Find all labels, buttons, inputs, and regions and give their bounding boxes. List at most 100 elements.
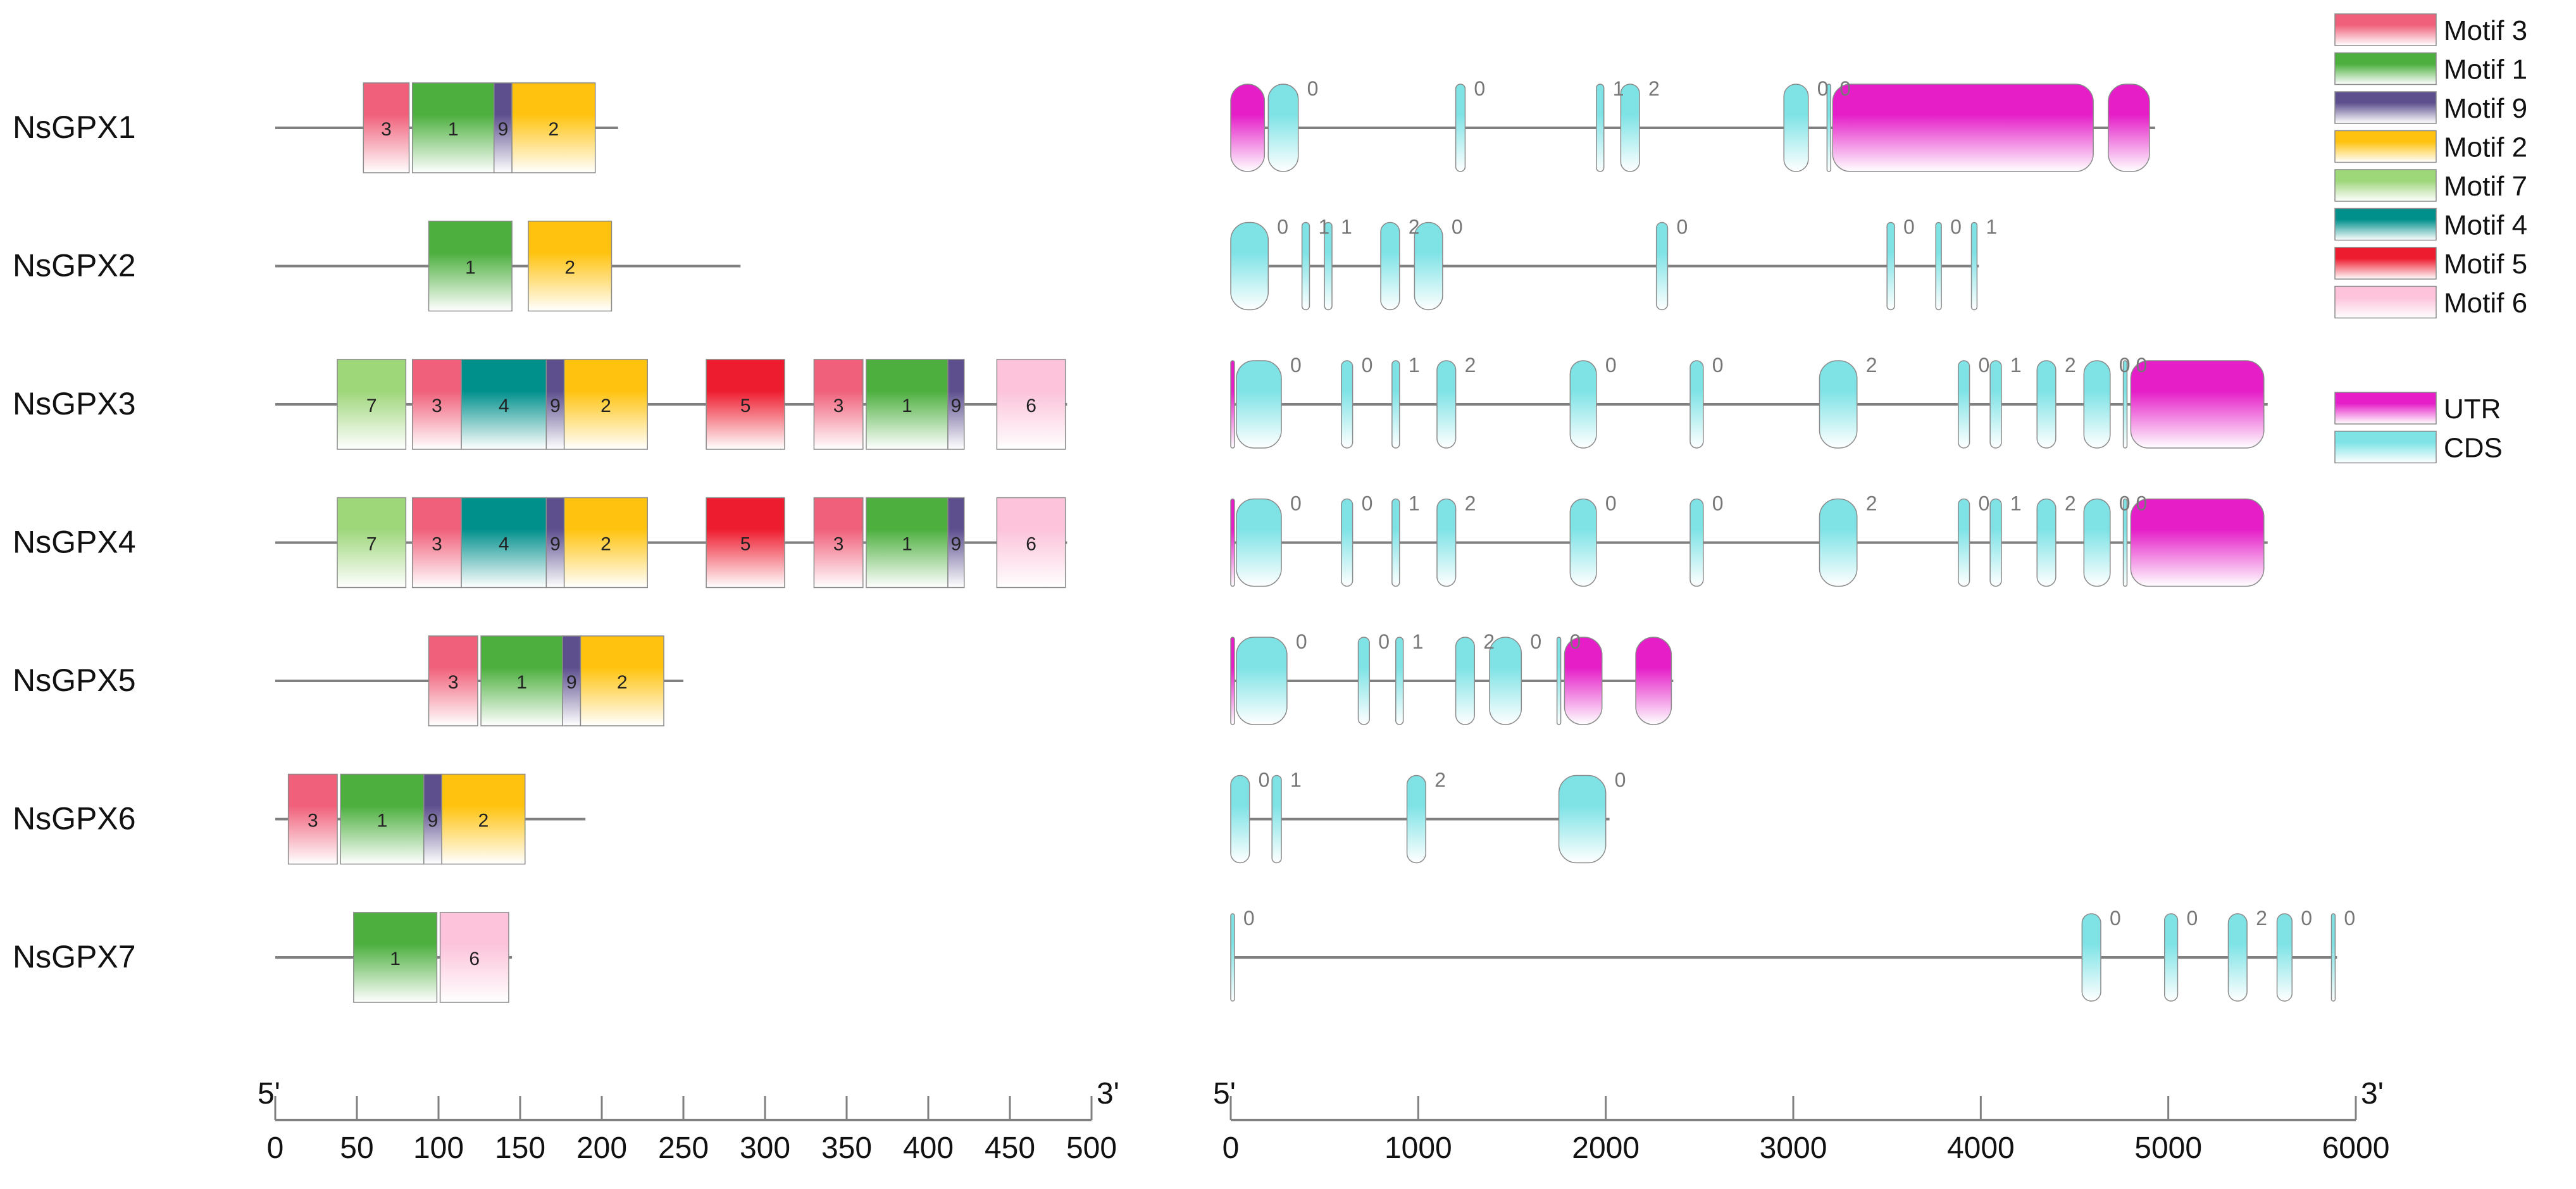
three-prime-label: 3' (2361, 1077, 2384, 1111)
utr-block (1230, 637, 1235, 725)
legend-label: Motif 6 (2444, 288, 2527, 319)
cds-block (1783, 84, 1809, 172)
intron-phase-label: 2 (1866, 492, 1877, 515)
intron-phase-label: 0 (2186, 907, 2198, 930)
motif-box (866, 497, 949, 588)
motif-box (439, 912, 509, 1003)
cds-block (2122, 360, 2128, 449)
cds-block (1620, 84, 1640, 172)
motif-box (511, 82, 596, 173)
motif-box (947, 359, 965, 450)
motif-box-label: 1 (465, 258, 476, 278)
gene-label: NsGPX1 (13, 109, 136, 145)
gene-axis: 0 1000 2000 3000 4000 5000 6000 5' 3' (1213, 1077, 2389, 1165)
motif-box (428, 635, 478, 726)
motif-box (996, 359, 1066, 450)
legend: Motif 3 Motif 1 Motif 9 Motif 2 Motif 7 Motif… (2334, 13, 2527, 464)
gene-label: NsGPX2 (13, 248, 136, 283)
cds-block (1230, 221, 1269, 311)
intron-phase-label: 0 (1296, 630, 1307, 653)
intron-phase-label: 1 (1290, 769, 1302, 792)
legend-label: Motif 5 (2444, 249, 2527, 280)
motif-box-label: 9 (550, 534, 561, 555)
motif-box-label: 3 (308, 811, 318, 831)
axis-tick-label: 1000 (1384, 1131, 1452, 1165)
legend-item: Motif 2 (2334, 130, 2527, 163)
motif-box-label: 3 (833, 534, 844, 555)
intron-phase-label: 0 (1712, 354, 1724, 377)
cds-block (2276, 913, 2293, 1002)
intron-phase-label: 0 (1362, 492, 1373, 515)
legend-swatch (2334, 13, 2437, 46)
intron-phase-label: 0 (1290, 354, 1302, 377)
motif-box-label: 9 (498, 119, 509, 140)
gene-label: NsGPX4 (13, 525, 136, 560)
motif-box-label: 2 (600, 395, 611, 416)
intron-phase-label: 0 (1839, 77, 1851, 100)
intron-phase-label: 0 (1605, 492, 1617, 515)
axis-tick-label: 450 (985, 1131, 1035, 1165)
cds-block (1230, 775, 1250, 864)
motif-box-label: 4 (499, 534, 509, 555)
intron-phase-label: 1 (2010, 492, 2022, 515)
axis-tick-label: 250 (658, 1131, 709, 1165)
motif-box (706, 497, 785, 588)
motif-box-label: 3 (381, 119, 392, 140)
intron-phase-label: 0 (1903, 216, 1915, 239)
intron-phase-label: 1 (1986, 216, 1997, 239)
legend-item: Motif 7 (2334, 169, 2527, 202)
motif-row: 3 1 9 2 (275, 773, 586, 865)
legend-label: Motif 2 (2444, 132, 2527, 163)
intron-phase-label: 0 (1979, 354, 1990, 377)
intron-phase-label: 0 (2136, 492, 2147, 515)
motif-box (562, 635, 582, 726)
motif-box (423, 773, 442, 865)
cds-block (1236, 498, 1282, 587)
intron-phase-label: 2 (2065, 492, 2076, 515)
legend-label: Motif 1 (2444, 54, 2527, 85)
motif-row: 3 1 9 2 (275, 635, 683, 726)
motif-box (461, 497, 547, 588)
gene-label: NsGPX7 (13, 939, 136, 974)
cds-block (1819, 498, 1858, 587)
cds-block (1436, 360, 1457, 449)
cds-block (1341, 498, 1353, 587)
intron-phase-label: 0 (1570, 630, 1581, 653)
motif-box-label: 2 (600, 534, 611, 555)
cds-block (1406, 775, 1426, 864)
intron-phase-label: 0 (1530, 630, 1541, 653)
motif-box-label: 6 (1026, 534, 1036, 555)
cds-block (1324, 221, 1333, 311)
intron-phase-label: 2 (1866, 354, 1877, 377)
motif-box-label: 1 (902, 395, 912, 416)
motif-box (996, 497, 1066, 588)
cds-block (1301, 221, 1310, 311)
axis-tick-label: 100 (413, 1131, 464, 1165)
intron-phase-label: 0 (2136, 354, 2147, 377)
motif-box-label: 5 (740, 534, 751, 555)
motif-box-label: 1 (516, 672, 527, 693)
motif-row: 7 3 4 9 2 5 3 1 9 6 (275, 497, 1067, 588)
motif-row: 7 3 4 9 2 5 3 1 9 6 (275, 359, 1067, 450)
motif-box-label: 2 (478, 811, 489, 831)
motif-box-label: 7 (366, 534, 377, 555)
intron-phase-label: 0 (1712, 492, 1724, 515)
cds-block (1655, 221, 1669, 311)
cds-block (1826, 84, 1832, 172)
utr-block (1564, 637, 1603, 725)
cds-block (1569, 360, 1597, 449)
legend-item: Motif 9 (2334, 91, 2527, 124)
axis-tick-label: 0 (1223, 1131, 1240, 1165)
motif-box-label: 1 (377, 811, 388, 831)
motif-box-label: 1 (448, 119, 459, 140)
motif-box (411, 359, 462, 450)
motif-row: 3 1 9 2 (275, 82, 618, 173)
structure-row: 0 0 0 2 0 0 (1230, 907, 2355, 1002)
motif-box (337, 359, 407, 450)
cds-block (2227, 913, 2248, 1002)
intron-phase-label: 0 (1817, 77, 1829, 100)
intron-phase-label: 2 (1465, 354, 1476, 377)
motif-box-label: 9 (951, 534, 962, 555)
intron-phase-label: 2 (1465, 492, 1476, 515)
